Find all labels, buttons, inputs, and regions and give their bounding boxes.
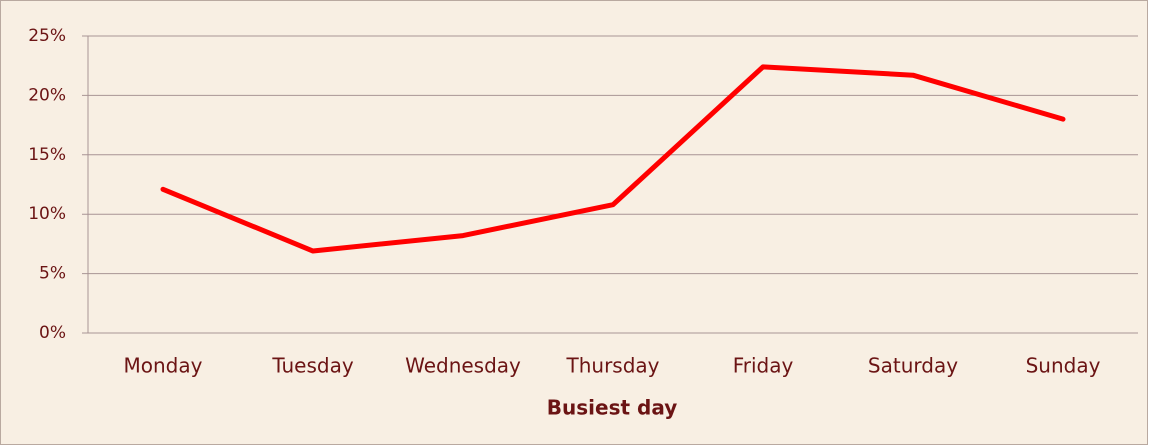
x-tick-label: Tuesday — [271, 354, 354, 378]
x-tick-label: Monday — [124, 354, 203, 378]
y-tick-label: 20% — [28, 85, 66, 105]
x-tick-label: Friday — [733, 354, 794, 378]
data-line — [160, 64, 1066, 254]
y-tick-label: 15% — [28, 145, 66, 165]
y-tick-label: 0% — [39, 323, 66, 343]
x-tick-label: Thursday — [566, 354, 660, 378]
y-tick-label: 5% — [39, 264, 66, 284]
x-tick-label: Sunday — [1026, 354, 1101, 378]
y-tick-label: 10% — [28, 204, 66, 224]
x-axis-title: Busiest day — [547, 396, 677, 420]
x-tick-label: Saturday — [868, 354, 958, 378]
y-tick-label: 25% — [28, 26, 66, 46]
x-tick-label: Wednesday — [405, 354, 521, 378]
